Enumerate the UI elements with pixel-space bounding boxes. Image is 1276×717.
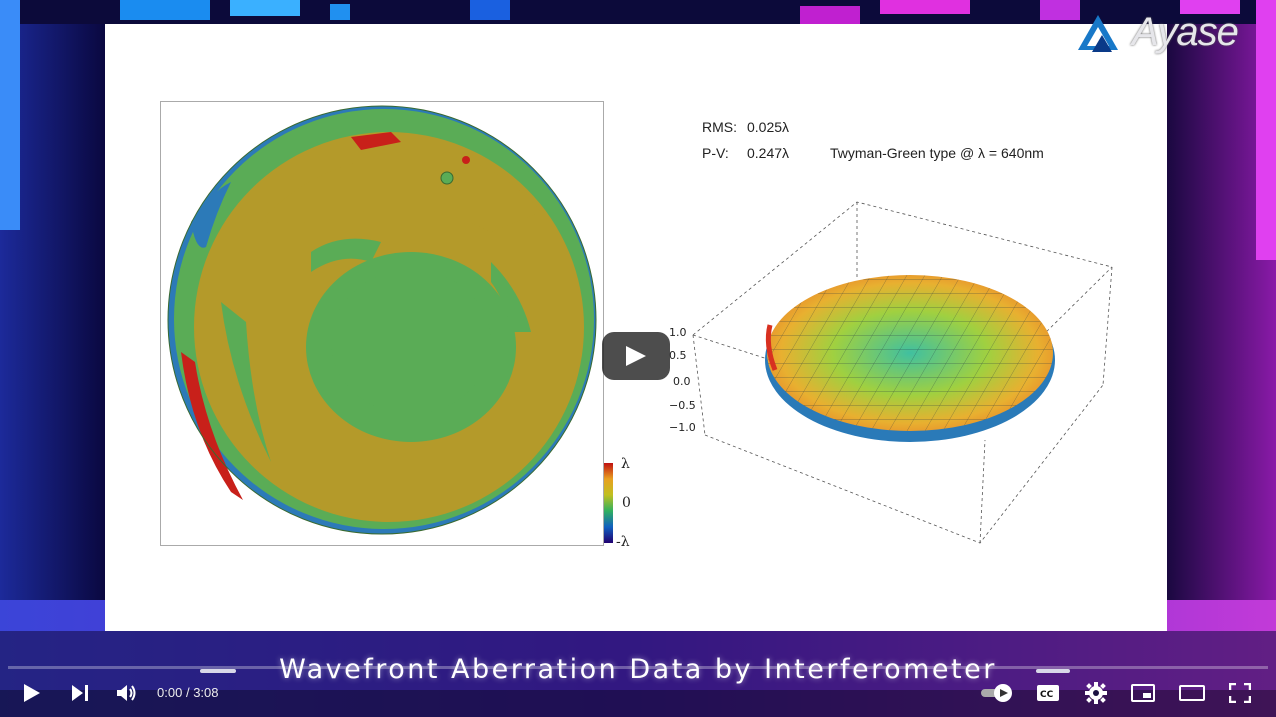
settings-button[interactable] bbox=[1078, 676, 1114, 710]
wavefront-3d-surface: 1.0 0.5 0.0 −0.5 −1.0 bbox=[669, 201, 1113, 544]
play-icon bbox=[626, 346, 646, 366]
player-controls: 0:00 / 3:08 CC bbox=[0, 676, 1276, 710]
z-tick-label: 0.0 bbox=[673, 375, 691, 388]
z-tick-label: −0.5 bbox=[669, 399, 696, 412]
colorbar-mid-label: 0 bbox=[622, 495, 631, 511]
volume-button[interactable] bbox=[108, 676, 146, 710]
caption-decoration bbox=[1036, 669, 1070, 673]
measurement-note: Twyman-Green type @ λ = 640nm bbox=[830, 145, 1044, 161]
large-play-button[interactable] bbox=[602, 332, 670, 380]
progress-bar[interactable] bbox=[8, 666, 1268, 669]
rms-value: 0.025λ bbox=[747, 119, 790, 135]
wavefront-contour-map bbox=[167, 105, 597, 535]
caption-decoration bbox=[200, 669, 236, 673]
colorbar bbox=[604, 463, 613, 543]
autoplay-toggle-icon bbox=[981, 684, 1012, 702]
miniplayer-icon bbox=[1131, 684, 1155, 702]
next-button[interactable] bbox=[62, 676, 98, 710]
total-time: 3:08 bbox=[193, 685, 219, 700]
current-time: 0:00 bbox=[157, 685, 183, 700]
volume-icon bbox=[117, 685, 136, 701]
z-tick-label: −1.0 bbox=[669, 421, 696, 434]
ayase-logo bbox=[1078, 15, 1118, 52]
z-tick-label: 1.0 bbox=[669, 326, 687, 339]
theater-mode-button[interactable] bbox=[1174, 676, 1210, 710]
play-button[interactable] bbox=[14, 676, 50, 710]
play-icon bbox=[24, 684, 40, 702]
colorbar-top-label: λ bbox=[621, 456, 630, 472]
fullscreen-icon bbox=[1229, 683, 1251, 703]
svg-text:CC: CC bbox=[1040, 690, 1054, 700]
settings-icon bbox=[1085, 682, 1107, 704]
z-tick-label: 0.5 bbox=[669, 349, 687, 362]
fullscreen-button[interactable] bbox=[1222, 676, 1258, 710]
time-display: 0:00 / 3:08 bbox=[157, 685, 219, 700]
captions-button[interactable]: CC bbox=[1030, 676, 1066, 710]
contour-map-frame bbox=[160, 101, 604, 546]
logo-text: Ayase bbox=[1132, 10, 1239, 54]
captions-icon: CC bbox=[1037, 685, 1059, 701]
theater-icon bbox=[1179, 685, 1205, 701]
pv-value: 0.247λ bbox=[747, 145, 790, 161]
autoplay-toggle[interactable] bbox=[976, 676, 1018, 710]
rms-label: RMS: bbox=[702, 119, 737, 135]
video-caption: Wavefront Aberration Data by Interferome… bbox=[279, 654, 997, 685]
next-icon bbox=[72, 685, 88, 701]
colorbar-bottom-label: -λ bbox=[616, 534, 630, 550]
miniplayer-button[interactable] bbox=[1125, 676, 1161, 710]
time-separator: / bbox=[185, 685, 190, 700]
pv-label: P-V: bbox=[702, 145, 729, 161]
